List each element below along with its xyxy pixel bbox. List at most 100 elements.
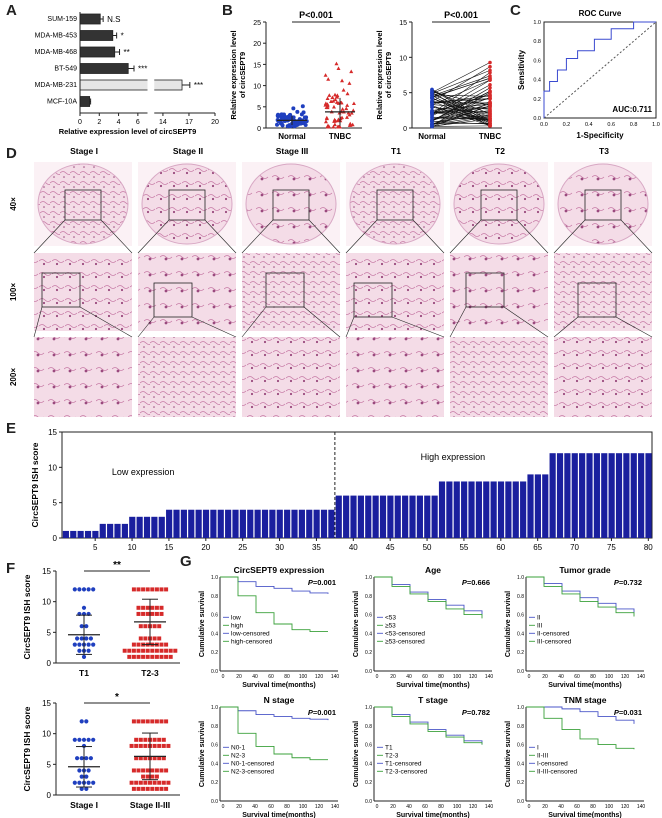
bar (623, 453, 630, 538)
significance-label: ** (113, 560, 121, 571)
y-tick-label: 0.8 (365, 594, 372, 600)
bar (350, 495, 357, 538)
paired-line (431, 91, 491, 122)
legend-label: <53 (385, 614, 396, 621)
bar (195, 509, 202, 538)
annotation-high: High expression (421, 452, 486, 462)
data-point (323, 73, 328, 77)
x-tick-label: 80 (284, 674, 290, 680)
significance-label: ** (124, 48, 130, 57)
x-tick-label: 120 (621, 674, 630, 680)
x-axis-label: Survival time(months) (548, 812, 622, 818)
data-point (488, 111, 492, 116)
y-tick-label: 0 (53, 534, 58, 543)
bar (638, 453, 645, 538)
survival-panel: N stage 0.0 0.2 0.4 0.6 0.8 1.0 0 20 40 60 80 100 120… (199, 695, 339, 818)
category-label: Normal (418, 132, 446, 141)
x-tick-label: 40 (349, 543, 358, 552)
paired-line (431, 107, 491, 114)
y-tick-label: 0 (47, 791, 52, 800)
significance-label: * (115, 692, 119, 703)
data-point (77, 648, 82, 653)
tissue-tile (554, 253, 652, 331)
data-point (145, 587, 150, 592)
x-tick-label: 120 (621, 804, 630, 810)
data-point (150, 786, 155, 791)
y-tick-label: 10 (42, 598, 51, 607)
x-tick-label: 40 (406, 804, 412, 810)
tissue-tile (34, 253, 132, 331)
x-tick-label: 100 (299, 804, 308, 810)
bar (357, 495, 364, 538)
bar (77, 530, 84, 538)
survival-panel: Tumor grade 0.0 0.2 0.4 0.6 0.8 1.0 0 20 40 60 80 10… (505, 565, 645, 689)
data-point (150, 719, 155, 724)
data-point (157, 780, 162, 785)
data-point (159, 768, 164, 773)
bar (79, 13, 101, 25)
data-point (145, 611, 150, 616)
x-tick-label: 20 (236, 804, 242, 810)
row-label: 40× (9, 197, 18, 211)
data-point (332, 122, 337, 127)
data-point (334, 61, 339, 66)
y-axis-label: CircSEPT9 ISH score (22, 574, 32, 659)
x-axis-label: Survival time(months) (548, 682, 622, 689)
data-point (161, 780, 166, 785)
data-point (346, 110, 351, 115)
data-point (152, 743, 157, 748)
survival-panel-title: T stage (418, 695, 448, 705)
tissue-image-grid: Stage I Stage II Stage III T1 T2 T3 40× 100× 200… (9, 146, 653, 417)
data-point (276, 112, 281, 117)
zoom-box (577, 282, 617, 318)
y-tick-label: 0.2 (211, 780, 218, 786)
y-tick-label: 0.0 (211, 669, 218, 675)
tissue-core (557, 163, 649, 245)
x-axis-label: 1-Specificity (576, 131, 624, 140)
p-value-label: P=0.782 (462, 708, 490, 717)
tissue-core (37, 163, 129, 245)
bar (593, 453, 600, 538)
bar (276, 509, 283, 538)
data-point (275, 122, 280, 127)
y-axis-label: Cumulative survival (353, 721, 360, 787)
data-point (332, 118, 337, 123)
data-point (350, 122, 355, 127)
bar-chart-e: 0 5 10 15 5 10 15 20 25 30 35 40 45 50 55 60 65 70 75 80 Low… (30, 428, 653, 552)
x-tick-label: 30 (275, 543, 284, 552)
data-point (143, 737, 148, 742)
x-tick-label: 40 (558, 804, 564, 810)
data-point (141, 654, 146, 659)
y-tick-label: 0.6 (365, 613, 372, 619)
bar-chart-a: SUM-159 N.S MDA-MB-453 * MDA-MB-468 ** BT-549 *… (35, 12, 219, 136)
bar (527, 474, 534, 538)
data-point (79, 774, 84, 779)
bar (99, 523, 106, 538)
y-tick-label: 5 (53, 499, 58, 508)
x-axis-label: Survival time(months) (396, 682, 470, 689)
x-tick-label: 0.8 (630, 122, 638, 128)
x-tick-label: 65 (533, 543, 542, 552)
data-point (430, 124, 434, 129)
x-tick-label: 50 (423, 543, 432, 552)
bar (372, 495, 379, 538)
bar (70, 530, 77, 538)
x-tick-label: 120 (469, 804, 478, 810)
data-point (164, 654, 169, 659)
data-point (159, 642, 164, 647)
data-point (152, 737, 157, 742)
bar (166, 509, 173, 538)
zoom-connector (308, 219, 341, 254)
data-point (72, 780, 77, 785)
zoom-connector (241, 306, 267, 338)
row-label: 100× (9, 283, 18, 301)
y-tick-label: 0.2 (211, 650, 218, 656)
x-tick-label: 60 (422, 674, 428, 680)
data-point (84, 756, 89, 761)
data-point (129, 743, 134, 748)
x-tick-label: 20 (390, 674, 396, 680)
zoom-box (272, 189, 310, 221)
data-point (141, 768, 146, 773)
data-point (324, 116, 329, 121)
bar (306, 509, 313, 538)
